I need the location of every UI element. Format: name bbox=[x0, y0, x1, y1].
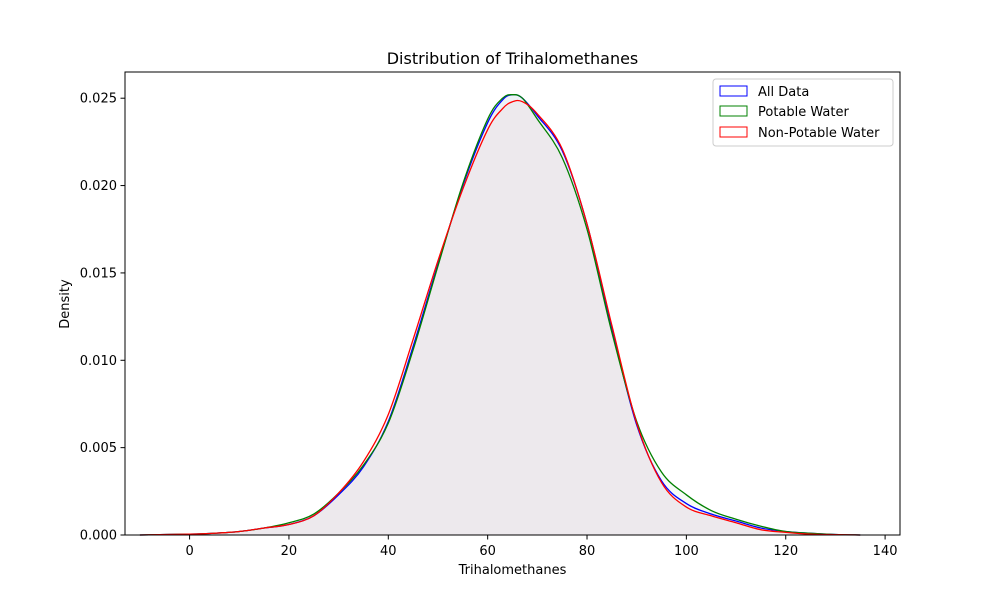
y-axis-ticks: 0.000 0.005 0.010 0.015 0.020 0.025 bbox=[80, 92, 125, 544]
chart-title: Distribution of Trihalomethanes bbox=[387, 49, 639, 68]
y-tick-label: 0.000 bbox=[80, 529, 117, 544]
x-axis-label: Trihalomethanes bbox=[458, 563, 567, 578]
legend-entry-non-potable-water: Non-Potable Water bbox=[719, 126, 880, 141]
legend: All Data Potable Water Non-Potable Water bbox=[712, 78, 894, 147]
y-tick-label: 0.005 bbox=[80, 441, 117, 456]
x-tick-label: 60 bbox=[479, 544, 496, 559]
line-potable-water bbox=[139, 94, 861, 536]
x-tick-label: 20 bbox=[281, 544, 298, 559]
plot-frame bbox=[124, 71, 901, 536]
legend-label-non-potable-water: Non-Potable Water bbox=[758, 126, 880, 141]
y-tick-label: 0.020 bbox=[80, 179, 117, 194]
legend-entry-potable-water: Potable Water bbox=[719, 105, 849, 120]
x-axis-ticks: 0 20 40 60 80 100 120 140 bbox=[185, 535, 898, 559]
x-tick-label: 120 bbox=[773, 544, 798, 559]
legend-swatch-potable-water bbox=[719, 105, 748, 117]
x-tick-label: 0 bbox=[185, 544, 193, 559]
legend-label-all-data: All Data bbox=[758, 85, 809, 100]
x-tick-label: 100 bbox=[674, 544, 699, 559]
y-axis-label: Density bbox=[58, 279, 73, 329]
line-non-potable-water bbox=[139, 99, 861, 536]
y-tick-label: 0.025 bbox=[80, 92, 117, 107]
legend-label-potable-water: Potable Water bbox=[758, 105, 849, 120]
y-tick-label: 0.010 bbox=[80, 354, 117, 369]
y-tick-label: 0.015 bbox=[80, 266, 117, 281]
x-tick-label: 40 bbox=[380, 544, 397, 559]
x-tick-label: 80 bbox=[579, 544, 596, 559]
legend-box bbox=[712, 78, 894, 147]
legend-entry-all-data: All Data bbox=[719, 85, 809, 100]
legend-swatch-all-data bbox=[719, 85, 748, 97]
x-tick-label: 140 bbox=[873, 544, 898, 559]
legend-swatch-non-potable-water bbox=[719, 126, 748, 138]
density-lines bbox=[139, 93, 861, 536]
